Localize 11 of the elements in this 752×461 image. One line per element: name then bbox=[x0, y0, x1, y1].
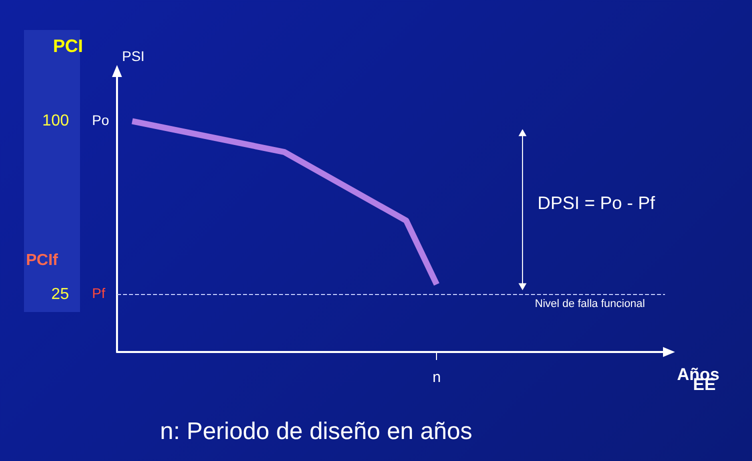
text: Po bbox=[92, 112, 110, 128]
y-axis-title: PCI bbox=[52, 36, 83, 56]
annotation: DPSI = Po - Pf bbox=[538, 193, 656, 214]
y-tick-label: 25 bbox=[51, 286, 70, 303]
text: n: Periodo de diseño en años bbox=[160, 418, 472, 446]
ref-line-label: Nivel de falla funcional bbox=[534, 298, 645, 310]
text: PSI bbox=[122, 48, 145, 64]
x-tick-label: n bbox=[432, 369, 441, 386]
text: Pf bbox=[92, 285, 106, 302]
y-tick-label: 100 bbox=[42, 112, 70, 130]
text: PCIf bbox=[26, 252, 58, 270]
